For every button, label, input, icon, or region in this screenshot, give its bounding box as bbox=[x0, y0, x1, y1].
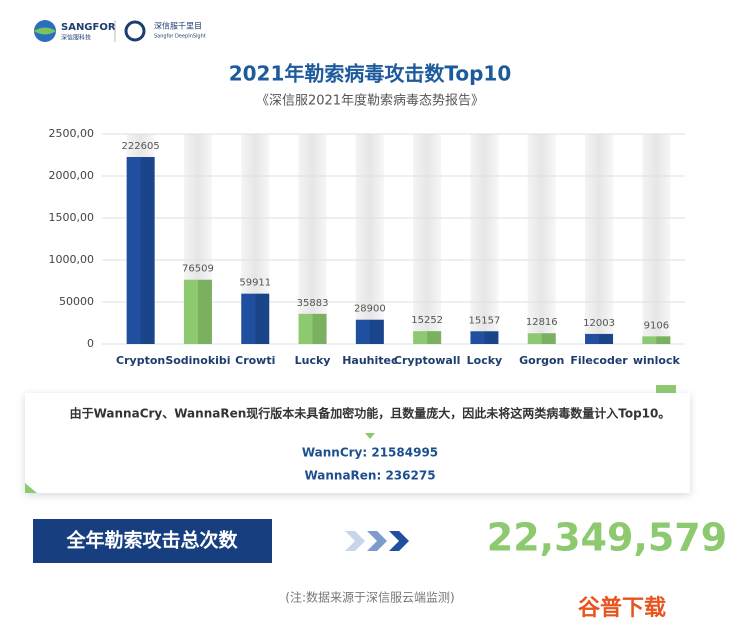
column-backdrop bbox=[585, 134, 614, 344]
bar bbox=[298, 313, 327, 344]
bar-shade bbox=[140, 157, 155, 344]
data-label: 9106 bbox=[644, 320, 669, 331]
bar-shade bbox=[427, 331, 442, 344]
total-value: 22,349,579 bbox=[487, 516, 727, 560]
bar-shade bbox=[255, 293, 270, 344]
note-text: 由于WannaCry、WannaRen现行版本未具备加密功能，且数量庞大，因此未… bbox=[70, 406, 671, 421]
note-box bbox=[25, 393, 690, 493]
data-label: 28900 bbox=[354, 304, 386, 315]
y-tick-label: 0 bbox=[87, 337, 94, 350]
bar bbox=[585, 333, 614, 344]
data-label: 12003 bbox=[583, 318, 615, 329]
bar bbox=[126, 157, 155, 344]
bar-shade bbox=[656, 336, 671, 344]
data-label: 12816 bbox=[526, 317, 558, 328]
x-tick-label: Crypton bbox=[116, 354, 165, 367]
decoration bbox=[656, 385, 676, 395]
product-cn: 深信服千里目 bbox=[154, 21, 202, 31]
watermark: 谷普下载 bbox=[578, 595, 666, 621]
bar-shade bbox=[541, 333, 556, 344]
data-label: 35883 bbox=[297, 298, 329, 309]
x-tick-label: winlock bbox=[633, 354, 681, 367]
y-tick-label: 50000 bbox=[59, 295, 94, 308]
decoration bbox=[365, 433, 375, 439]
column-backdrop bbox=[413, 134, 442, 344]
bar bbox=[355, 319, 384, 344]
chart-subtitle: 《深信服2021年度勒索病毒态势报告》 bbox=[256, 93, 484, 109]
y-tick-label: 2500,00 bbox=[49, 127, 95, 140]
data-label: 222605 bbox=[122, 141, 160, 152]
data-label: 76509 bbox=[182, 264, 214, 275]
logo-icon bbox=[34, 27, 56, 35]
y-tick-label: 1000,00 bbox=[49, 253, 95, 266]
brand-cn: 深信服科技 bbox=[61, 34, 91, 42]
x-tick-label: Crowti bbox=[235, 354, 275, 367]
chart-title: 2021年勒索病毒攻击数Top10 bbox=[229, 62, 512, 86]
bar-shade bbox=[369, 319, 384, 344]
total-label: 全年勒索攻击总次数 bbox=[65, 529, 238, 552]
y-tick-label: 1500,00 bbox=[49, 211, 95, 224]
bar bbox=[470, 331, 499, 344]
bar bbox=[241, 293, 270, 344]
decoration bbox=[25, 483, 37, 493]
note-item: WannaRen: 236275 bbox=[304, 469, 435, 483]
product: Sangfor DeepInSight bbox=[154, 34, 206, 40]
source-note: (注:数据来源于深信服云端监测) bbox=[285, 590, 454, 605]
column-backdrop bbox=[470, 134, 499, 344]
column-backdrop bbox=[355, 134, 384, 344]
y-tick-label: 2000,00 bbox=[49, 169, 95, 182]
brand: SANGFOR bbox=[61, 22, 116, 33]
bar bbox=[183, 279, 212, 344]
x-tick-label: Sodinokibi bbox=[165, 354, 230, 367]
x-tick-label: Cryptowall bbox=[394, 354, 460, 367]
x-tick-label: Filecoder bbox=[570, 354, 628, 367]
data-label: 15157 bbox=[469, 315, 501, 326]
bar-shade bbox=[484, 331, 499, 344]
x-tick-label: Hauhitec bbox=[342, 354, 397, 367]
data-label: 59911 bbox=[239, 278, 271, 289]
bar bbox=[642, 336, 671, 344]
x-tick-label: Gorgon bbox=[519, 354, 564, 367]
bar-shade bbox=[312, 313, 327, 344]
bar bbox=[527, 333, 556, 344]
column-backdrop bbox=[642, 134, 671, 344]
bar bbox=[413, 331, 442, 344]
bar-shade bbox=[599, 333, 614, 344]
total-label-box bbox=[33, 519, 272, 563]
x-tick-label: Lucky bbox=[295, 354, 331, 367]
x-tick-label: Locky bbox=[467, 354, 503, 367]
chevrons bbox=[345, 531, 409, 551]
note-item: WannCry: 21584995 bbox=[302, 446, 438, 460]
plot: 0 50000 1000,00 1500,00 2000,00 2500,00 Crypto… bbox=[49, 127, 685, 367]
column-backdrop bbox=[527, 134, 556, 344]
data-label: 15252 bbox=[411, 315, 443, 326]
bar-shade bbox=[197, 279, 212, 344]
column-backdrop bbox=[298, 134, 327, 344]
logo-icon bbox=[124, 20, 146, 42]
